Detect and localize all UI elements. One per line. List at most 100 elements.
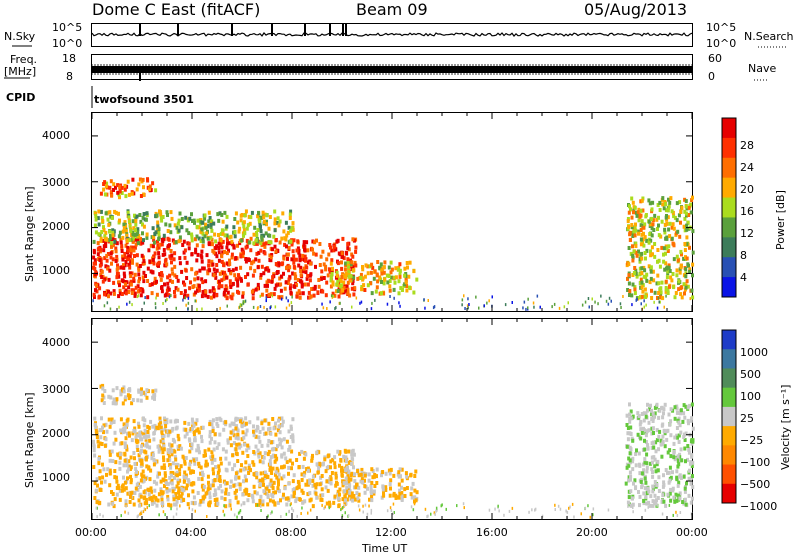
velocity-cell — [159, 439, 163, 444]
power-cell — [265, 299, 267, 303]
nsearch-tick-bottom: 10^0 — [706, 37, 737, 50]
velocity-cell — [639, 479, 643, 484]
velocity-cell — [132, 419, 136, 424]
power-cell — [653, 254, 657, 259]
power-cell — [407, 274, 411, 279]
power-cell — [249, 215, 253, 220]
velocity-cell — [152, 500, 156, 505]
velocity-cell — [262, 482, 265, 487]
power-cell — [185, 276, 189, 280]
velocity-cell — [217, 486, 221, 491]
velocity-cell — [131, 431, 135, 436]
velocity-cell — [321, 462, 325, 467]
power-colorbar-segment — [722, 197, 736, 218]
velocity-cell — [557, 504, 560, 508]
velocity-cell — [336, 489, 340, 494]
power-cell — [300, 284, 304, 289]
power-cell — [656, 203, 660, 207]
velocity-cell — [167, 488, 171, 493]
power-cell — [380, 268, 384, 273]
power-cell — [664, 208, 668, 213]
power-colorbar-segment — [722, 277, 736, 298]
power-cell — [287, 277, 291, 282]
power-cell — [394, 266, 398, 271]
power-cell — [226, 290, 230, 295]
power-cell — [666, 215, 670, 220]
velocity-cell — [191, 469, 194, 474]
power-cell — [683, 216, 687, 221]
velocity-cell — [639, 436, 643, 441]
power-cell — [369, 270, 373, 275]
velocity-cell — [285, 502, 289, 507]
velocity-cell — [649, 403, 652, 408]
velocity-cell — [160, 465, 164, 470]
power-cell — [188, 216, 192, 221]
velocity-cell — [424, 507, 427, 511]
velocity-cell — [161, 439, 165, 444]
power-cell — [134, 222, 138, 227]
velocity-cell — [178, 478, 182, 483]
power-cell — [392, 287, 396, 292]
velocity-cell — [193, 461, 197, 466]
power-cell — [635, 274, 639, 279]
velocity-cell — [254, 434, 258, 439]
power-cell — [207, 263, 211, 268]
velocity-cell — [413, 488, 417, 493]
velocity-cell — [325, 479, 329, 484]
velocity-cell — [677, 416, 681, 421]
power-cell — [212, 221, 216, 226]
power-cell — [664, 215, 668, 220]
power-cell — [329, 278, 333, 283]
velocity-cell — [662, 429, 666, 434]
power-cell — [308, 278, 312, 283]
velocity-cell — [678, 423, 682, 428]
power-cell — [375, 273, 379, 278]
velocity-cell — [229, 443, 233, 448]
velocity-cell — [160, 430, 164, 435]
velocity-cell — [541, 514, 544, 518]
velocity-cell — [342, 454, 346, 459]
power-cell — [237, 290, 241, 295]
velocity-cell — [93, 453, 97, 458]
power-cell — [292, 265, 296, 269]
velocity-cell — [189, 427, 193, 431]
power-cell — [650, 233, 654, 238]
power-cell — [106, 217, 110, 222]
velocity-cell — [381, 470, 385, 474]
power-cell — [346, 258, 350, 263]
power-cell — [239, 213, 243, 218]
power-cell — [163, 259, 167, 264]
power-cell — [229, 285, 233, 289]
power-cell — [672, 243, 676, 248]
power-cell — [370, 262, 374, 267]
power-cell — [160, 218, 164, 223]
velocity-cell — [123, 458, 127, 463]
power-cell — [93, 272, 97, 277]
power-cell — [305, 240, 309, 245]
power-cell — [118, 283, 121, 288]
velocity-cell — [352, 465, 355, 470]
velocity-cell — [236, 459, 240, 463]
power-cell — [158, 242, 162, 247]
velocity-cell — [211, 429, 215, 433]
velocity-cell — [255, 491, 259, 496]
power-cell — [626, 276, 629, 281]
velocity-cell — [685, 481, 688, 486]
velocity-cell — [240, 424, 244, 429]
velocity-cell — [262, 489, 266, 494]
velocity-cell — [638, 471, 642, 476]
power-cell — [656, 306, 659, 310]
power-cell — [644, 213, 648, 217]
power-cell — [100, 269, 104, 274]
power-cell — [261, 210, 265, 215]
velocity-cell — [568, 506, 570, 510]
power-cell — [685, 227, 689, 232]
power-cell — [632, 229, 636, 234]
velocity-cell — [150, 489, 153, 494]
velocity-cell — [126, 417, 130, 422]
velocity-cell — [208, 422, 212, 427]
velocity-cell — [304, 452, 308, 457]
power-cell — [130, 271, 134, 276]
power-cell — [155, 279, 158, 284]
power-cell — [128, 219, 131, 224]
